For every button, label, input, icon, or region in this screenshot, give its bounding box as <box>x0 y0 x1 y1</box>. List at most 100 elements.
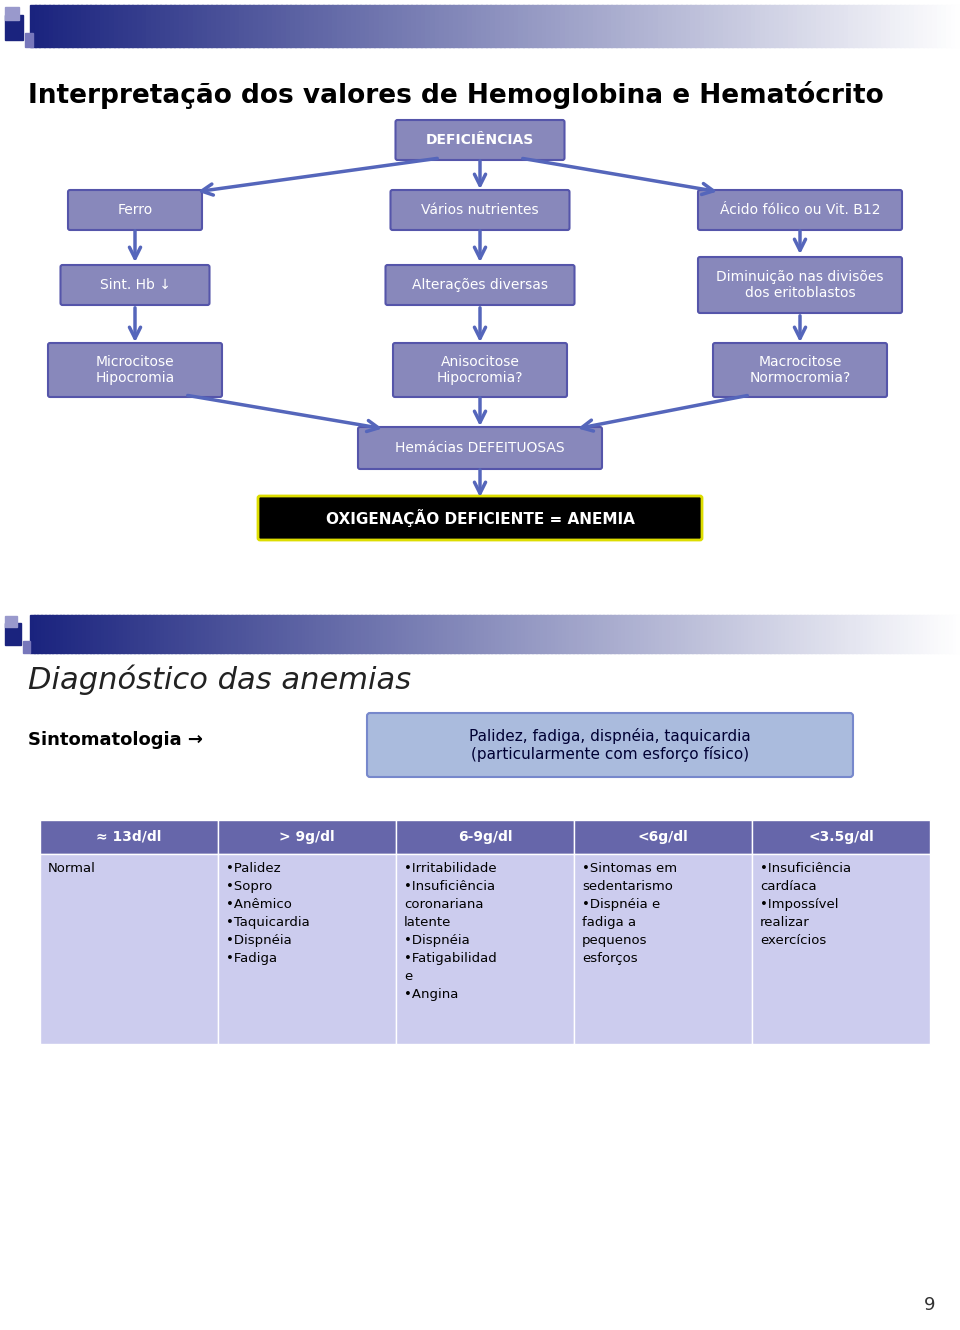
Bar <box>733 614 738 653</box>
Bar <box>420 5 426 47</box>
Bar <box>584 5 589 47</box>
Bar <box>156 5 161 47</box>
Bar <box>651 614 656 653</box>
Bar <box>919 614 924 653</box>
Bar <box>783 5 789 47</box>
Bar <box>845 614 850 653</box>
Bar <box>718 614 723 653</box>
Bar <box>629 614 634 653</box>
Text: •Irritabilidade
•Insuficiência
coronariana
latente
•Dispnéia
•Fatigabilidad
e
•A: •Irritabilidade •Insuficiência coronaria… <box>404 862 496 1001</box>
Bar <box>234 614 239 653</box>
Bar <box>323 5 328 47</box>
Bar <box>620 5 626 47</box>
Text: ≈ 13d/dl: ≈ 13d/dl <box>96 830 161 845</box>
Bar <box>365 614 370 653</box>
Bar <box>872 5 877 47</box>
Bar <box>849 614 853 653</box>
Bar <box>179 614 183 653</box>
Bar <box>889 614 894 653</box>
Bar <box>844 5 850 47</box>
Bar <box>300 5 305 47</box>
Bar <box>276 614 280 653</box>
Bar <box>672 5 678 47</box>
Bar <box>156 614 161 653</box>
Bar <box>499 5 505 47</box>
Bar <box>355 5 361 47</box>
Bar <box>432 614 437 653</box>
Bar <box>45 614 50 653</box>
Bar <box>314 5 320 47</box>
Bar <box>407 5 412 47</box>
Bar <box>841 614 846 653</box>
Bar <box>295 5 300 47</box>
Bar <box>202 614 205 653</box>
Bar <box>674 614 679 653</box>
Bar <box>119 614 124 653</box>
Bar <box>182 614 187 653</box>
Bar <box>789 614 794 653</box>
Bar <box>565 614 570 653</box>
Bar <box>298 614 302 653</box>
Bar <box>900 5 905 47</box>
Bar <box>5 616 17 626</box>
Bar <box>690 5 696 47</box>
Bar <box>514 5 519 47</box>
Bar <box>365 5 371 47</box>
Bar <box>815 614 820 653</box>
Bar <box>194 614 199 653</box>
Bar <box>763 614 768 653</box>
Bar <box>779 5 784 47</box>
Bar <box>857 5 863 47</box>
Bar <box>100 5 106 47</box>
Bar <box>488 614 492 653</box>
Bar <box>335 614 340 653</box>
Text: 9: 9 <box>924 1295 935 1314</box>
Text: Diagnóstico das anemias: Diagnóstico das anemias <box>28 665 411 696</box>
Bar <box>272 614 276 653</box>
Bar <box>644 5 650 47</box>
Bar <box>471 5 477 47</box>
Bar <box>342 5 348 47</box>
Bar <box>677 5 682 47</box>
Bar <box>30 614 35 653</box>
Bar <box>127 614 132 653</box>
Bar <box>551 614 556 653</box>
Bar <box>440 614 444 653</box>
Bar <box>523 5 529 47</box>
Bar <box>118 5 124 47</box>
Bar <box>618 614 622 653</box>
Text: > 9g/dl: > 9g/dl <box>279 830 335 845</box>
Bar <box>343 614 348 653</box>
Bar <box>765 5 770 47</box>
Bar <box>476 5 482 47</box>
Bar <box>737 5 742 47</box>
FancyBboxPatch shape <box>698 257 902 313</box>
Bar <box>569 5 575 47</box>
Bar <box>655 614 660 653</box>
FancyBboxPatch shape <box>698 190 902 230</box>
Bar <box>291 5 296 47</box>
Bar <box>934 614 939 653</box>
Bar <box>85 614 90 653</box>
Bar <box>258 5 263 47</box>
Bar <box>916 614 920 653</box>
Bar <box>948 614 953 653</box>
Bar <box>659 614 663 653</box>
Text: Vários nutrientes: Vários nutrientes <box>421 203 539 217</box>
Bar <box>321 614 324 653</box>
Bar <box>942 614 947 653</box>
Bar <box>113 5 119 47</box>
Bar <box>644 614 649 653</box>
Bar <box>769 5 775 47</box>
Bar <box>748 614 753 653</box>
Bar <box>109 5 114 47</box>
Bar <box>417 614 421 653</box>
Bar <box>406 614 411 653</box>
Bar <box>353 614 358 653</box>
Bar <box>231 614 235 653</box>
Bar <box>132 5 138 47</box>
Bar <box>607 614 612 653</box>
Bar <box>599 614 604 653</box>
Bar <box>77 5 83 47</box>
Bar <box>454 614 459 653</box>
